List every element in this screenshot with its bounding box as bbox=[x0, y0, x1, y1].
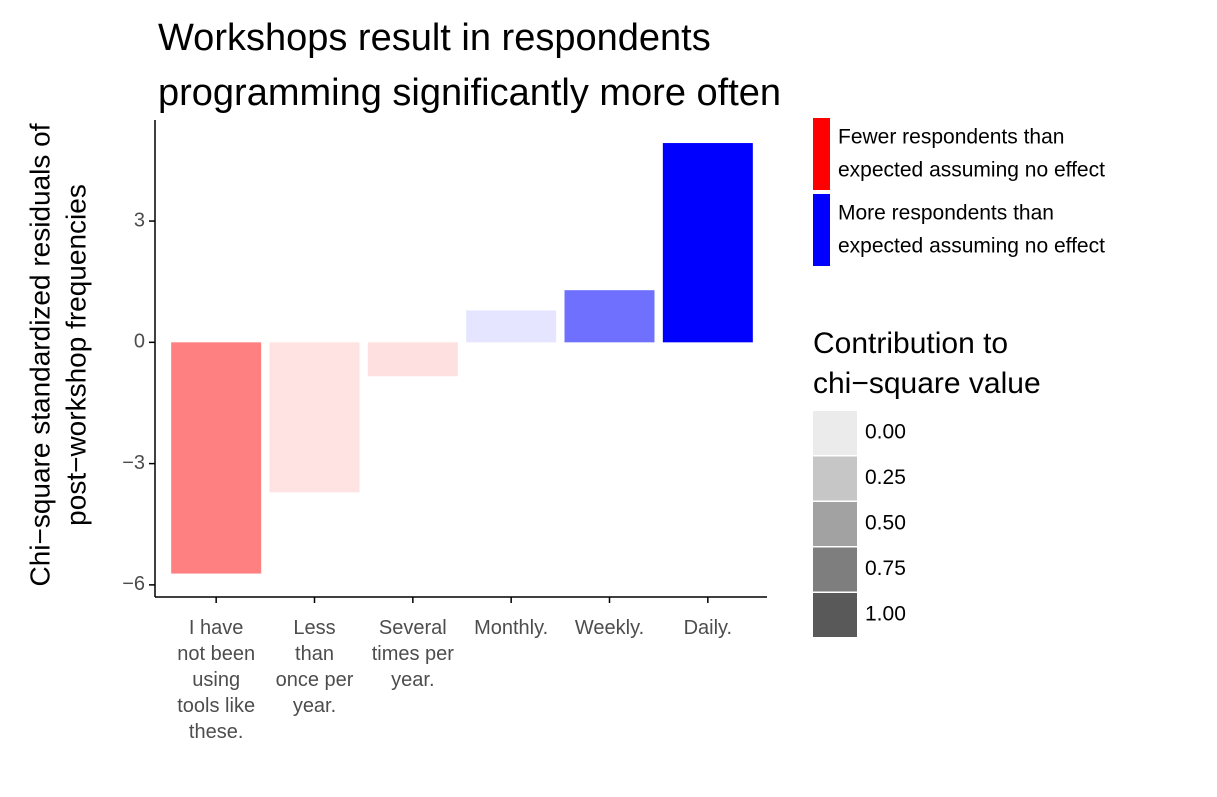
legend-label: 0.00 bbox=[865, 421, 906, 444]
legend-key bbox=[813, 411, 857, 455]
bar bbox=[466, 310, 557, 343]
legend-label: expected assuming no effect bbox=[838, 235, 1105, 258]
bar bbox=[564, 290, 655, 343]
x-tick-label: Several times per year. bbox=[371, 617, 454, 691]
legend-key bbox=[813, 118, 830, 190]
x-tick-label: Less than once per year. bbox=[275, 617, 354, 717]
y-axis-label: Chi−square standardized residuals of bbox=[24, 123, 55, 586]
legend-label: expected assuming no effect bbox=[838, 159, 1105, 182]
legend-label: 0.25 bbox=[865, 466, 906, 489]
legend-key bbox=[813, 456, 857, 501]
chart-title: Workshops result in respondents bbox=[158, 17, 711, 59]
y-tick-label: 0 bbox=[134, 331, 145, 353]
legend-label: 0.50 bbox=[865, 512, 906, 535]
x-tick-label: Monthly. bbox=[474, 617, 549, 639]
legend-title: Contribution to bbox=[813, 327, 1008, 360]
x-tick-label: Daily. bbox=[683, 617, 733, 639]
bar bbox=[367, 342, 458, 377]
bar bbox=[269, 342, 360, 493]
chart-title: programming significantly more often bbox=[158, 72, 781, 114]
y-axis-label: post−workshop frequencies bbox=[60, 184, 91, 526]
x-tick-label: Weekly. bbox=[574, 617, 645, 639]
legend-label: More respondents than bbox=[838, 202, 1054, 225]
legend-title: chi−square value bbox=[813, 367, 1041, 400]
legend-label: 0.75 bbox=[865, 557, 906, 580]
y-tick-label: −3 bbox=[122, 452, 145, 474]
bar bbox=[171, 342, 262, 574]
legend-key bbox=[813, 547, 857, 592]
legend-key bbox=[813, 593, 857, 637]
legend-label: Fewer respondents than bbox=[838, 126, 1064, 149]
legend-key bbox=[813, 194, 830, 266]
legend-key bbox=[813, 502, 857, 546]
y-tick-label: 3 bbox=[134, 209, 145, 231]
legend-label: 1.00 bbox=[865, 603, 906, 626]
y-tick-label: −6 bbox=[122, 573, 145, 595]
x-tick-label: I have not been using tools like these. bbox=[177, 617, 256, 743]
bar bbox=[662, 143, 753, 343]
